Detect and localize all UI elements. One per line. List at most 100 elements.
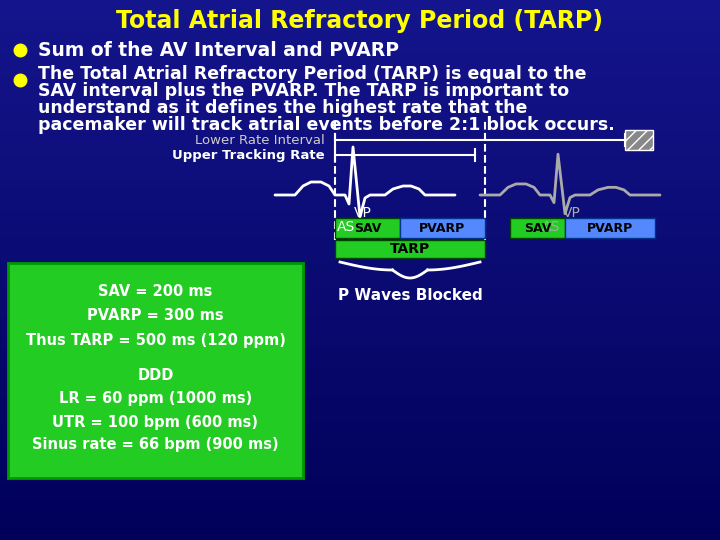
Bar (0, 41, 720, 42)
Bar (0, 118, 720, 119)
Bar (0, 338, 720, 339)
Bar (0, 67, 720, 68)
Bar (0, 109, 720, 110)
Bar (0, 433, 720, 434)
Bar (0, 468, 720, 469)
Bar (0, 19, 720, 20)
Bar (0, 122, 720, 123)
Bar (0, 140, 720, 141)
Bar (0, 18, 720, 19)
Bar (0, 393, 720, 394)
Bar (0, 475, 720, 476)
Bar (0, 135, 720, 136)
Bar (0, 423, 720, 424)
Bar (0, 469, 720, 470)
Bar (0, 517, 720, 518)
Bar (0, 507, 720, 508)
Bar (0, 352, 720, 353)
Bar (0, 414, 720, 415)
Bar (0, 212, 720, 213)
Bar (0, 312, 720, 313)
Bar (0, 306, 720, 307)
Bar (0, 299, 720, 300)
Bar (0, 254, 720, 255)
Bar (0, 88, 720, 89)
Bar (0, 464, 720, 465)
Bar (0, 98, 720, 99)
Bar (510, 218, 565, 238)
Bar (0, 385, 720, 386)
Bar (0, 286, 720, 287)
Bar (0, 170, 720, 171)
Bar (0, 523, 720, 524)
Bar (0, 267, 720, 268)
Bar (0, 313, 720, 314)
Bar (0, 440, 720, 441)
Bar (0, 278, 720, 279)
Bar (0, 438, 720, 439)
Bar (0, 432, 720, 433)
Bar (0, 53, 720, 54)
Bar (0, 503, 720, 504)
Bar (0, 138, 720, 139)
Bar (0, 34, 720, 35)
Bar (0, 129, 720, 130)
Bar (0, 83, 720, 84)
Bar (0, 158, 720, 159)
Bar (0, 277, 720, 278)
Bar (0, 334, 720, 335)
Bar (0, 68, 720, 69)
Bar (0, 451, 720, 452)
Bar (0, 399, 720, 400)
Bar (335, 218, 400, 238)
Bar (0, 463, 720, 464)
Bar (0, 79, 720, 80)
Bar (0, 151, 720, 152)
Bar (0, 325, 720, 326)
Bar (0, 226, 720, 227)
Bar (0, 207, 720, 208)
Bar (0, 11, 720, 12)
Bar (0, 93, 720, 94)
Bar (0, 290, 720, 291)
Bar (0, 383, 720, 384)
Bar (0, 471, 720, 472)
Bar (0, 114, 720, 115)
Bar (0, 382, 720, 383)
Bar (0, 495, 720, 496)
Bar (0, 257, 720, 258)
Bar (0, 394, 720, 395)
Bar (0, 519, 720, 520)
Bar (0, 235, 720, 236)
Bar (0, 483, 720, 484)
Bar (0, 371, 720, 372)
Bar (0, 397, 720, 398)
Bar (0, 453, 720, 454)
Bar (0, 188, 720, 189)
Bar (0, 145, 720, 146)
Bar (0, 530, 720, 531)
Bar (0, 223, 720, 224)
Bar (0, 323, 720, 324)
Bar (0, 247, 720, 248)
Bar (0, 287, 720, 288)
Bar (0, 15, 720, 16)
Bar (0, 260, 720, 261)
Bar (400, 218, 485, 238)
Text: AS: AS (337, 220, 355, 234)
Bar (0, 120, 720, 121)
Bar (0, 23, 720, 24)
Bar (0, 1, 720, 2)
Bar (0, 38, 720, 39)
Bar (0, 511, 720, 512)
Bar (0, 248, 720, 249)
Bar (0, 74, 720, 75)
Bar (0, 78, 720, 79)
Bar (0, 32, 720, 33)
Bar (0, 17, 720, 18)
Bar (0, 444, 720, 445)
Bar (0, 417, 720, 418)
Bar (0, 404, 720, 405)
Bar (0, 486, 720, 487)
Bar (0, 132, 720, 133)
